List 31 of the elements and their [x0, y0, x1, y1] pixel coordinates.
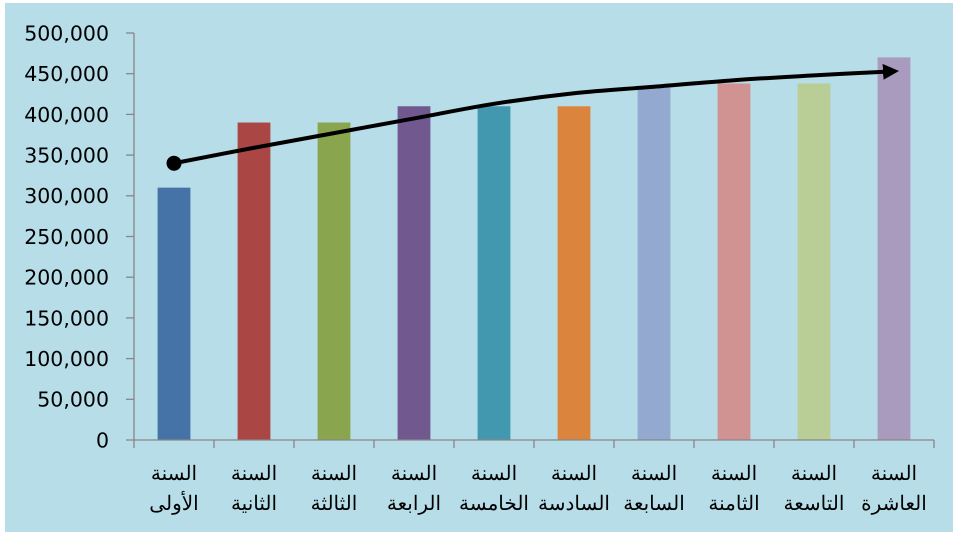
- x-tick-label: السنة العاشرة: [861, 460, 927, 517]
- x-tick-label: السنة الثانية: [230, 460, 278, 517]
- y-tick-label: 50,000: [37, 388, 109, 412]
- x-tick-label: السنة السابعة: [623, 460, 685, 517]
- x-tick-label: السنة الخامسة: [459, 460, 529, 517]
- x-tick-label: السنة الأولى: [149, 460, 199, 517]
- bar: [558, 106, 590, 440]
- bar: [718, 83, 750, 440]
- x-tick-label: السنة الرابعة: [386, 460, 442, 517]
- y-tick-label: 400,000: [24, 102, 109, 127]
- y-tick-label: 350,000: [24, 144, 109, 168]
- bar: [638, 86, 670, 440]
- bar: [478, 106, 510, 440]
- bar: [798, 83, 830, 440]
- x-tick-label: السنة الثامنة: [708, 460, 760, 517]
- y-tick-label: 250,000: [24, 224, 109, 249]
- bar: [398, 106, 430, 440]
- y-tick-label: 450,000: [24, 62, 109, 86]
- y-tick-label: 300,000: [24, 184, 109, 208]
- y-tick-label: 100,000: [24, 347, 109, 371]
- x-tick-label: السنة السادسة: [538, 460, 610, 517]
- bar: [318, 122, 350, 440]
- y-tick-label: 200,000: [24, 266, 109, 290]
- x-tick-label: السنة الثالثة: [310, 460, 358, 517]
- bar: [878, 57, 910, 440]
- x-tick-label: السنة التاسعة: [784, 460, 844, 517]
- y-tick-label: 0: [96, 428, 109, 452]
- bar: [238, 122, 270, 440]
- y-tick-label: 500,000: [24, 21, 109, 46]
- bar: [158, 188, 190, 440]
- y-tick-label: 150,000: [24, 306, 109, 330]
